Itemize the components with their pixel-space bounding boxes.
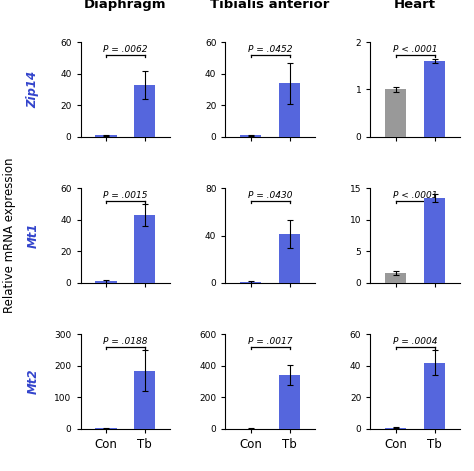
Text: P = .0017: P = .0017 bbox=[248, 337, 292, 346]
Bar bbox=[424, 198, 445, 283]
Title: Diaphragm: Diaphragm bbox=[84, 0, 166, 11]
Text: P < .0001: P < .0001 bbox=[393, 45, 438, 54]
Text: P = .0188: P = .0188 bbox=[103, 337, 147, 346]
Bar bbox=[279, 235, 301, 283]
Bar bbox=[385, 89, 406, 137]
Text: P = .0015: P = .0015 bbox=[103, 191, 147, 200]
Bar bbox=[424, 363, 445, 429]
Text: Mt1: Mt1 bbox=[27, 223, 40, 248]
Text: P = .0452: P = .0452 bbox=[248, 45, 292, 54]
Bar bbox=[134, 215, 155, 283]
Text: P < .0001: P < .0001 bbox=[393, 191, 438, 200]
Bar bbox=[385, 273, 406, 283]
Text: Mt2: Mt2 bbox=[27, 369, 40, 394]
Bar bbox=[424, 61, 445, 137]
Bar bbox=[240, 282, 262, 283]
Bar bbox=[385, 428, 406, 429]
Bar bbox=[279, 83, 301, 137]
Text: P = .0062: P = .0062 bbox=[103, 45, 147, 54]
Bar bbox=[240, 135, 262, 137]
Bar bbox=[279, 375, 301, 429]
Text: P = .0430: P = .0430 bbox=[248, 191, 292, 200]
Bar bbox=[95, 281, 117, 283]
Title: Tibialis anterior: Tibialis anterior bbox=[210, 0, 330, 11]
Title: Heart: Heart bbox=[394, 0, 436, 11]
Text: P = .0004: P = .0004 bbox=[393, 337, 438, 346]
Bar bbox=[134, 371, 155, 429]
Bar bbox=[95, 135, 117, 137]
Bar bbox=[134, 85, 155, 137]
Text: Relative mRNA expression: Relative mRNA expression bbox=[3, 158, 16, 313]
Text: Zip14: Zip14 bbox=[27, 71, 40, 108]
